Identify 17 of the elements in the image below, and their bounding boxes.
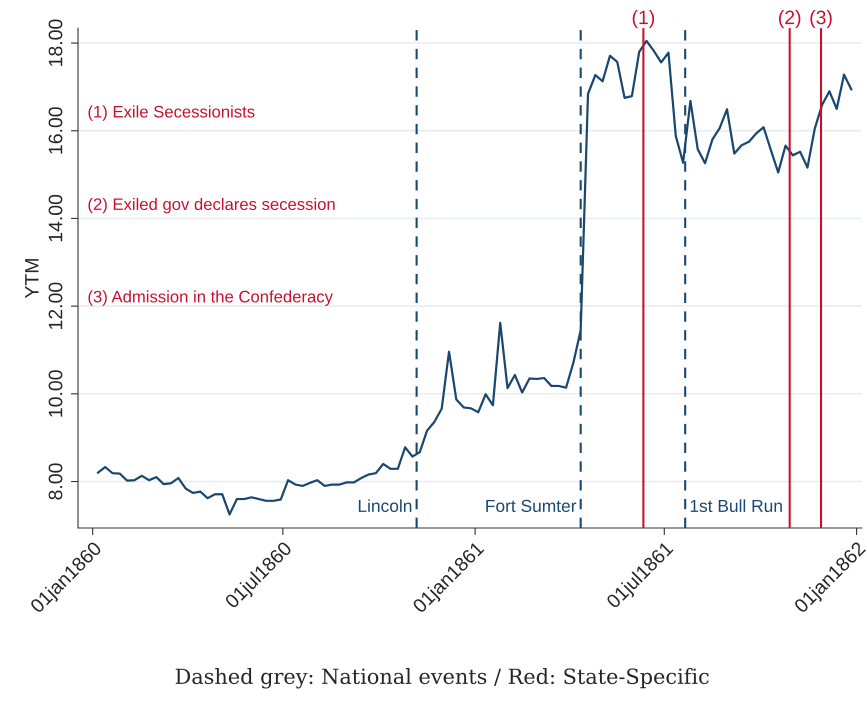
- annotation: (3) Admission in the Confederacy: [88, 290, 333, 306]
- y-tick-label: 16.00: [48, 107, 62, 154]
- y-axis-title: YTM: [25, 259, 39, 298]
- y-tick-label: 8.00: [48, 463, 62, 500]
- ref-line-label: Lincoln: [358, 499, 412, 512]
- ref-line-label: (3): [810, 10, 832, 28]
- y-tick-label: 12.00: [48, 282, 62, 329]
- y-tick-label: 10.00: [48, 370, 62, 417]
- ref-line-label: 1st Bull Run: [690, 499, 782, 512]
- annotation: (2) Exiled gov declares secession: [88, 198, 335, 214]
- y-tick-label: 18.00: [48, 19, 62, 66]
- ref-line-label: (1): [632, 10, 654, 28]
- ref-line-label: Fort Sumter: [486, 500, 576, 512]
- ref-line-label: (2): [779, 10, 800, 28]
- annotation: (1) Exile Secessionists: [88, 105, 254, 121]
- y-tick-label: 14.00: [48, 194, 62, 242]
- text: Dashed grey: National events / Red: State-Specific: [176, 668, 709, 689]
